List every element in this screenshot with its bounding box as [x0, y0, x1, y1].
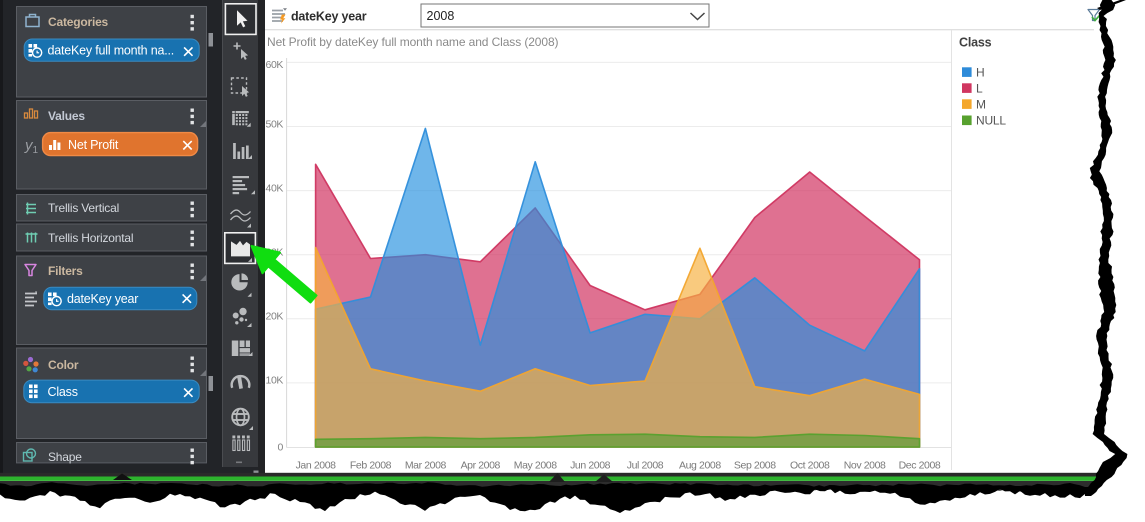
svg-text:10K: 10K	[266, 375, 284, 387]
svg-text:dateKey year: dateKey year	[291, 10, 367, 24]
svg-text:y: y	[24, 137, 34, 154]
svg-text:60K: 60K	[266, 59, 284, 71]
svg-text:Jul 2008: Jul 2008	[627, 460, 664, 472]
svg-text:Net Profit by dateKey full mon: Net Profit by dateKey full month name an…	[267, 35, 559, 49]
svg-text:Shape: Shape	[48, 450, 82, 464]
svg-text:Net Profit: Net Profit	[68, 138, 119, 152]
svg-text:Trellis Vertical: Trellis Vertical	[48, 201, 119, 215]
svg-text:20K: 20K	[266, 311, 284, 323]
svg-text:Filters: Filters	[48, 264, 83, 278]
svg-text:50K: 50K	[266, 118, 284, 130]
svg-text:2008: 2008	[427, 9, 455, 23]
svg-text:Mar 2008: Mar 2008	[405, 460, 447, 472]
svg-text:dateKey year: dateKey year	[67, 292, 138, 306]
svg-text:M: M	[976, 97, 986, 111]
svg-text:Class: Class	[959, 36, 992, 50]
svg-text:40K: 40K	[266, 182, 284, 194]
svg-text:Aug 2008: Aug 2008	[679, 460, 721, 472]
svg-text:0: 0	[278, 441, 284, 453]
svg-text:Dec 2008: Dec 2008	[899, 460, 941, 472]
svg-text:1: 1	[33, 145, 39, 156]
svg-text:Values: Values	[48, 109, 85, 123]
svg-text:Nov 2008: Nov 2008	[844, 460, 886, 472]
svg-text:H: H	[976, 65, 984, 79]
svg-text:May 2008: May 2008	[514, 460, 557, 472]
svg-text:NULL: NULL	[976, 114, 1006, 128]
svg-text:Jan 2008: Jan 2008	[296, 460, 337, 472]
svg-text:Color: Color	[48, 358, 79, 372]
svg-text:Apr 2008: Apr 2008	[461, 460, 501, 472]
svg-text:Class: Class	[48, 385, 78, 399]
svg-text:Sep 2008: Sep 2008	[734, 460, 776, 472]
svg-text:L: L	[976, 81, 983, 95]
svg-text:dateKey full month na...: dateKey full month na...	[48, 44, 175, 58]
svg-text:Trellis Horizontal: Trellis Horizontal	[48, 231, 133, 245]
svg-text:Oct 2008: Oct 2008	[790, 460, 830, 472]
svg-text:Categories: Categories	[48, 15, 109, 29]
svg-text:Jun 2008: Jun 2008	[570, 460, 611, 472]
svg-text:Feb 2008: Feb 2008	[350, 460, 392, 472]
